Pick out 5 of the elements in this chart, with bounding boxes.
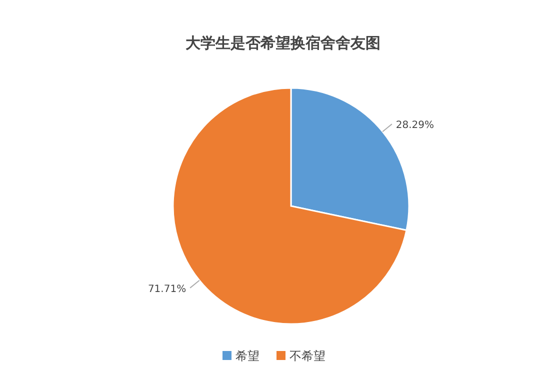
- data-label: 28.29%: [396, 120, 434, 132]
- legend-label: 不希望: [290, 349, 326, 363]
- chart-title: 大学生是否希望换宿舍舍友图: [186, 34, 380, 52]
- legend-label: 希望: [236, 349, 260, 363]
- data-label: 71.71%: [148, 284, 186, 295]
